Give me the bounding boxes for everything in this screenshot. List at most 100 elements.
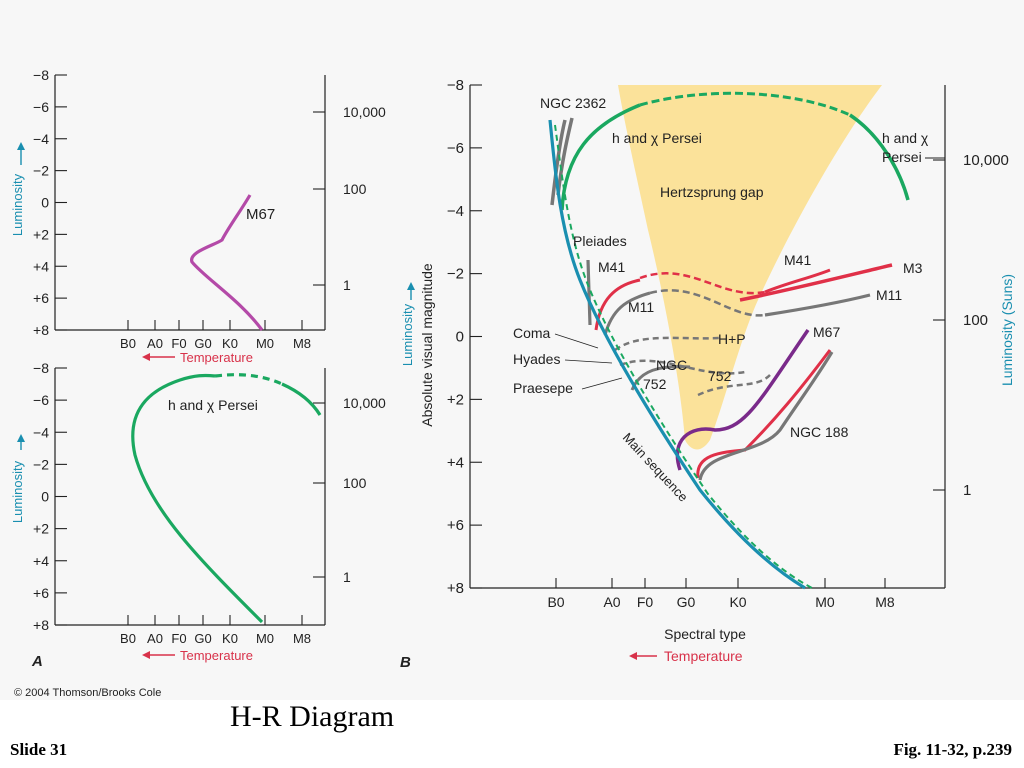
y-tick-label: 0	[41, 195, 49, 211]
m41-track-end	[764, 268, 831, 294]
top-y2-ticks: 10,000 100 1	[313, 104, 386, 293]
y-tick-label: +6	[33, 585, 49, 601]
y-tick-label: −8	[33, 67, 49, 83]
temperature-label-b: Temperature	[664, 648, 743, 664]
temperature-arrowhead-bottom	[142, 651, 150, 659]
bottom-x-ticks: B0 A0 F0 G0 K0 M0 M8	[120, 615, 311, 646]
y-tick-label: 0	[41, 489, 49, 505]
ngc2362-track-2	[556, 117, 574, 196]
persei-dashed-bottom	[214, 373, 283, 386]
y-tick-label: +4	[33, 553, 49, 569]
y-tick-label: −6	[447, 140, 464, 157]
luminosity-label-b: Luminosity	[400, 303, 415, 366]
copyright-notice: © 2004 Thomson/Brooks Cole	[14, 687, 161, 699]
persei-track-b	[560, 103, 641, 211]
b-y2-ticks: 10,000 100 1	[933, 152, 1009, 499]
y2-tick-label: 10,000	[963, 152, 1009, 169]
ngc752-label-line1: NGC	[656, 357, 687, 373]
coma-dashed	[614, 336, 721, 352]
y2-tick-label: 10,000	[343, 395, 386, 411]
main-sequence-dashed	[554, 124, 813, 589]
persei-outer-label-line1: h and χ	[882, 130, 929, 146]
temperature-arrowhead-b	[629, 652, 637, 660]
y-tick-label: −8	[33, 360, 49, 376]
b-x-axis-title: Spectral type	[664, 626, 746, 642]
m3-label: M3	[903, 260, 923, 276]
y-tick-label: −6	[33, 392, 49, 408]
panel-a-top: −8−6−4−20+2+4+6+8 B0 A0 F0 G0 K0 M0 M8 10,0001…	[10, 67, 386, 365]
x-tick-label: A0	[147, 631, 163, 646]
x-tick-label: B0	[120, 631, 136, 646]
y-tick-label: −4	[447, 203, 464, 220]
y-tick-label: +8	[33, 322, 49, 338]
persei-curve-bottom	[131, 373, 264, 624]
hertzsprung-gap-label: Hertzsprung gap	[660, 184, 764, 200]
praesepe-leader	[581, 377, 623, 390]
x-tick-label: M8	[293, 336, 311, 351]
b-x-ticks: B0 A0 F0 G0 K0 M0 M8	[547, 578, 895, 610]
y-tick-label: −2	[447, 266, 464, 283]
y2-tick-label: 1	[343, 569, 351, 585]
y-tick-label: +2	[447, 391, 464, 408]
y-tick-label: −2	[33, 163, 49, 179]
slide-title: H-R Diagram	[230, 700, 395, 733]
m67-label-top: M67	[246, 206, 275, 223]
y2-tick-label: 100	[343, 475, 367, 491]
x-tick-label: F0	[637, 594, 654, 610]
luminosity-label-bottom: Luminosity	[10, 460, 25, 523]
persei-tail-b	[849, 113, 910, 201]
y-tick-label: −6	[33, 99, 49, 115]
ngc752-label-right: 752	[708, 368, 732, 384]
x-tick-label: M8	[293, 631, 311, 646]
main-sequence-curve	[548, 119, 806, 590]
m41-dashed	[639, 272, 766, 295]
hertzsprung-gap-region	[618, 85, 882, 450]
luminosity-arrowhead-top	[17, 142, 25, 150]
praesepe-label: Praesepe	[513, 380, 573, 396]
bottom-y2-ticks: 10,000 100 1	[313, 395, 386, 585]
y-tick-label: +2	[33, 521, 49, 537]
x-tick-label: G0	[194, 336, 211, 351]
x-tick-label: K0	[222, 336, 238, 351]
luminosity-label-top: Luminosity	[10, 173, 25, 236]
x-tick-label: A0	[603, 594, 620, 610]
ngc752-dashed	[697, 374, 771, 397]
y2-tick-label: 100	[963, 312, 988, 329]
x-tick-label: M0	[256, 336, 274, 351]
y2-tick-label: 100	[343, 181, 367, 197]
y-tick-label: +6	[447, 517, 464, 534]
panel-b: −8−6−4−20+2+4+6+8 B0 A0 F0 G0 K0 M0 M8 10,0001…	[400, 77, 1015, 671]
ngc188-track	[698, 351, 834, 481]
y-tick-label: +4	[447, 454, 464, 471]
hyades-leader	[564, 359, 613, 364]
m11-label-right: M11	[876, 287, 902, 303]
y-tick-label: +4	[33, 258, 49, 274]
x-tick-label: K0	[729, 594, 746, 610]
x-tick-label: G0	[194, 631, 211, 646]
m67-label-b: M67	[813, 324, 840, 340]
x-tick-label: M8	[875, 594, 895, 610]
top-y-ticks: −8 −6 −4 −2 0 +2 +4 +6 +8	[33, 67, 67, 338]
m11-dashed	[649, 289, 766, 317]
y2-tick-label: 1	[343, 277, 351, 293]
temperature-label-top: Temperature	[180, 350, 253, 365]
ngc2362-track	[550, 119, 567, 206]
y-tick-label: −2	[33, 456, 49, 472]
persei-label-bottom: h and χ Persei	[168, 397, 258, 413]
y-tick-label: −8	[447, 77, 464, 94]
m3-lower-track	[696, 349, 832, 479]
top-x-ticks: B0 A0 F0 G0 K0 M0 M8	[120, 320, 311, 351]
persei-outer-label-line2: Persei	[882, 149, 922, 165]
y-tick-label: +6	[33, 290, 49, 306]
m41-label-right: M41	[784, 252, 811, 268]
ngc188-label: NGC 188	[790, 424, 849, 440]
persei-tail-bottom	[281, 382, 322, 416]
y-tick-label: +8	[447, 580, 464, 597]
y-tick-label: +8	[33, 617, 49, 633]
y-tick-label: 0	[456, 329, 464, 346]
m11-track-end	[764, 293, 871, 317]
b-y-axis-title: Absolute visual magnitude	[419, 263, 435, 427]
m67-track-b	[675, 329, 810, 471]
b-y-ticks: −8 −6 −4 −2 0 +2 +4 +6 +8	[447, 77, 482, 597]
bottom-y-ticks: −8 −6 −4 −2 0 +2 +4 +6 +8	[33, 360, 67, 633]
